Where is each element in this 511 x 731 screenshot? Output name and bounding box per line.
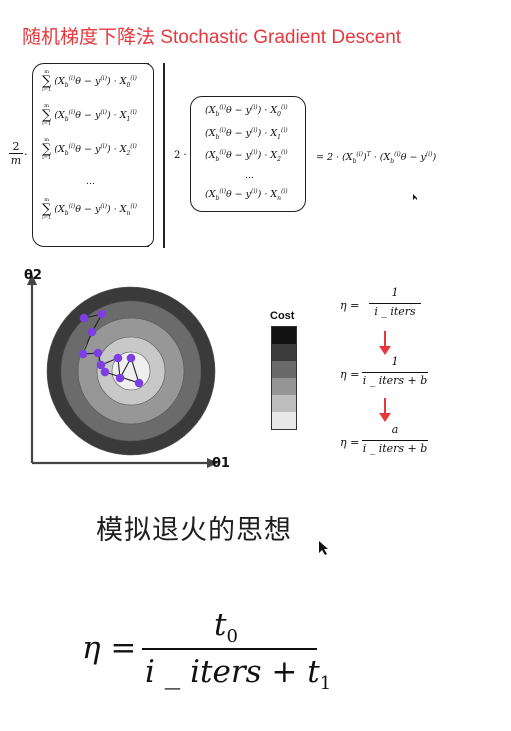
cost-legend [271, 326, 297, 430]
eta-lhs: η = [340, 368, 360, 381]
eta-lhs: η = [340, 436, 360, 449]
divider-bar [163, 63, 165, 248]
legend-swatch [272, 378, 296, 395]
slide-title: 随机梯度下降法 Stochastic Gradient Descent [22, 27, 402, 48]
step-point [78, 349, 88, 359]
scalar-two: 2 · [174, 150, 187, 161]
final-numerator: t0 [214, 607, 238, 648]
contour-plot [27, 274, 218, 468]
vector-bracket [190, 96, 306, 212]
numerator: 2 [12, 140, 20, 153]
sum-row: m ∑ i=1 (Xb(i)θ − y(i)) · X2(i) [42, 137, 137, 161]
down-arrow-icon [379, 331, 391, 355]
gradient-path [78, 309, 144, 388]
legend-swatch [272, 327, 296, 344]
step-point [134, 378, 144, 388]
x-axis-arrow-icon [207, 458, 218, 468]
cost-rings [46, 286, 216, 456]
legend-swatch [272, 344, 296, 361]
fraction-2-over-m: 2 m [9, 140, 23, 167]
fraction-bar [362, 440, 428, 441]
theta2-label: θ2 [24, 268, 42, 283]
final-denominator: i _ iters + t1 [145, 654, 332, 695]
left-paren [32, 63, 149, 247]
step-point [97, 309, 107, 319]
step-point [126, 353, 136, 363]
lr-numerator: 1 [391, 355, 399, 368]
vector-row: (Xb(i)θ − y(i)) · X2(i) [205, 149, 288, 164]
right-paren [145, 63, 154, 247]
lr-denominator: i _ iters [374, 305, 416, 318]
step-point [100, 367, 110, 377]
step-point [115, 373, 125, 383]
eta-lhs: η = [82, 630, 137, 666]
mouse-cursor-icon [319, 541, 328, 555]
legend-swatch [272, 412, 296, 429]
sum-row: m ∑ i=1 (Xb(i)θ − y(i)) · Xn(i) [42, 197, 137, 221]
lr-numerator: a [391, 423, 399, 436]
result-expression: = 2 · (Xb(i))T · (Xb(i)θ − y(i)) [316, 151, 437, 166]
denominator: m [9, 153, 23, 167]
dot-operator: · [24, 148, 28, 161]
fraction-bar [142, 648, 317, 650]
legend-title: Cost [270, 310, 295, 322]
step-point [96, 360, 106, 370]
step-point [87, 327, 97, 337]
vector-row: (Xb(i)θ − y(i)) · X1(i) [205, 127, 288, 142]
lr-denominator: i _ iters + b [362, 442, 428, 455]
step-point [79, 313, 89, 323]
step-point [113, 353, 123, 363]
vector-row: (Xb(i)θ − y(i)) · X0(i) [205, 104, 288, 119]
annealing-heading: 模拟退火的思想 [96, 515, 292, 546]
vector-row: ... [245, 170, 255, 181]
sum-row: m ∑ i=1 (Xb(i)θ − y(i)) · X0(i) [42, 69, 137, 93]
theta1-label: θ1 [212, 456, 230, 471]
sum-row: ... [86, 176, 96, 187]
fraction-bar [362, 372, 428, 373]
eta-lhs: η = [340, 299, 360, 312]
down-arrow-icon [379, 398, 391, 422]
legend-swatch [272, 361, 296, 378]
lr-numerator: 1 [391, 286, 399, 299]
step-point [93, 348, 103, 358]
fraction-bar [369, 303, 421, 304]
y-axis-arrow-icon [27, 274, 37, 285]
sum-row: m ∑ i=1 (Xb(i)θ − y(i)) · X1(i) [42, 103, 137, 127]
vector-row: (Xb(i)θ − y(i)) · Xn(i) [205, 188, 288, 203]
legend-swatch [272, 395, 296, 412]
lr-denominator: i _ iters + b [362, 374, 428, 387]
mouse-cursor-icon [413, 194, 417, 200]
